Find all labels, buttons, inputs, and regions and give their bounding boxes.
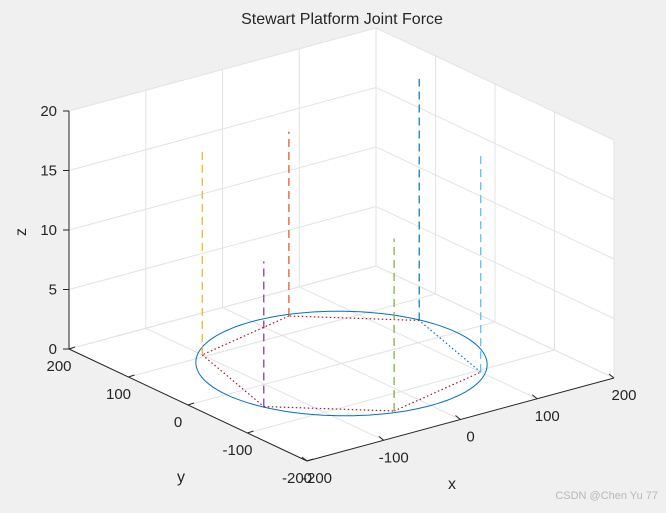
x-tick-label: -100 [379,449,409,466]
x-tick-mark [455,415,461,420]
watermark-text: CSDN @Chen Yu 77 [555,490,658,502]
hexagon-edge [201,354,265,408]
x-tick-mark [378,435,385,441]
y-tick-label: -200 [282,470,312,487]
z-axis-label: z [13,228,30,236]
z-tick-label: 20 [40,103,57,120]
y-tick-label: 0 [174,414,182,431]
chart-title: Stewart Platform Joint Force [241,11,443,28]
y-tick-mark [187,402,195,406]
y-tick-label: -100 [222,442,252,459]
z-tick-label: 15 [40,163,57,180]
y-tick-label: 100 [106,386,131,403]
grid-line-z [68,27,615,141]
x-tick-label: 200 [611,387,636,404]
x-tick-mark [531,394,538,400]
z-tick-label: 0 [49,341,57,358]
grid-line-z [68,265,615,379]
grid-line-z [68,205,615,319]
y-axis-label: y [177,469,185,486]
z-tick-label: 10 [40,222,57,239]
hexagon-edge [418,319,482,373]
base-circle [195,310,488,417]
y-tick-mark [306,458,314,462]
x-axis-label: x [448,476,456,493]
y-tick-label: 200 [46,358,71,375]
x-tick-mark [608,373,615,379]
x-tick-mark [301,456,308,462]
axis-box [63,110,615,462]
x-tick-label: 0 [466,429,474,446]
x-tick-label: -200 [302,470,332,487]
grid-line-z [68,146,615,260]
y-tick-mark [128,374,135,378]
data-series [195,78,488,417]
y-tick-mark [247,430,254,434]
z-tick-label: 5 [49,282,57,299]
y-tick-mark [68,346,76,350]
x-tick-label: 100 [535,408,560,425]
hexagon-edge [263,405,395,412]
hexagon-edge [288,315,420,322]
grid-line-z [68,86,615,200]
